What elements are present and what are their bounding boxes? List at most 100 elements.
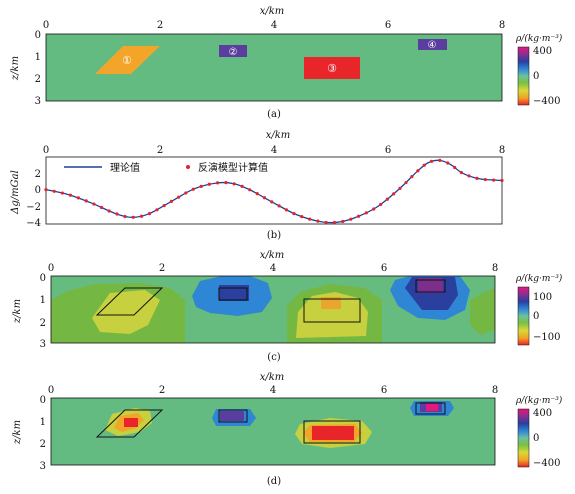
series-point-inversion xyxy=(308,217,312,221)
series-point-inversion xyxy=(107,209,111,213)
panel-c-ylabel: z/km xyxy=(12,299,23,324)
panel-d-ytick: 2 xyxy=(40,439,46,450)
panel-d-xtick: 6 xyxy=(381,385,387,396)
panel-c-ytick: 0 xyxy=(40,273,46,284)
panel-c-ytick: 1 xyxy=(40,295,46,306)
panel-c-outline-4 xyxy=(415,279,446,293)
panel-d-xtick: 0 xyxy=(48,385,54,396)
series-point-inversion xyxy=(248,188,252,192)
panel-b: x/km 0 2 4 6 8 2 0 −2 −4 Δg/mGal 理论值 反演模… xyxy=(10,130,505,241)
panel-c-xtick: 4 xyxy=(270,263,276,274)
series-point-inversion xyxy=(92,202,96,206)
panel-c-outline-3 xyxy=(303,298,361,323)
series-point-inversion xyxy=(270,200,274,204)
panel-c-anom-3 xyxy=(296,292,368,338)
panel-a-yticklabels: 0 1 2 3 xyxy=(35,30,41,107)
panel-c-caption: (c) xyxy=(267,352,281,363)
panel-d-ytick: 3 xyxy=(40,461,46,472)
series-point-inversion xyxy=(84,199,88,203)
series-point-inversion xyxy=(300,215,304,219)
panel-d-caption: (d) xyxy=(267,476,281,487)
panel-d-anom-1-core xyxy=(124,418,138,427)
legend-inversion-swatch xyxy=(186,165,190,169)
series-point-inversion xyxy=(292,211,296,216)
panel-b-xtick: 0 xyxy=(43,145,49,156)
series-point-inversion xyxy=(410,174,414,179)
series-point-inversion xyxy=(177,195,181,199)
body-4-label: ④ xyxy=(428,40,437,51)
panel-d-anom-2-core xyxy=(220,411,244,421)
legend-theory-label: 理论值 xyxy=(110,161,140,174)
panel-c-xticklabels: 0 2 4 6 8 xyxy=(48,263,498,274)
body-2-rect xyxy=(219,45,247,57)
panel-d-anom-3-core xyxy=(312,426,354,440)
series-point-inversion xyxy=(123,214,127,219)
panel-a-ytick: 0 xyxy=(35,30,41,41)
panel-d: x/km 0 2 4 6 8 0 1 2 xyxy=(12,372,563,487)
panel-d-outline-2 xyxy=(218,409,248,423)
panel-b-xlabel: x/km xyxy=(266,130,291,141)
panel-b-ytick: −4 xyxy=(26,218,41,229)
series-point-inversion xyxy=(199,184,203,188)
series-point-inversion xyxy=(155,208,159,212)
panel-c-colorbar-tick: 100 xyxy=(533,292,552,303)
panel-d-yticklabels: 0 1 2 3 xyxy=(40,395,46,472)
panel-a: x/km 0 2 4 6 8 ① ② ③ ④ 0 1 2 3 z/km (a) … xyxy=(10,6,563,120)
panel-d-ytick: 1 xyxy=(40,417,46,428)
series-point-inversion xyxy=(99,205,104,210)
series-point-inversion xyxy=(357,214,361,218)
panel-c-anom-2-core xyxy=(219,285,249,301)
body-1-parallelogram xyxy=(95,46,160,74)
panel-c-xtick: 8 xyxy=(492,263,498,274)
series-point-inversion xyxy=(52,189,56,193)
panel-a-colorbar-title: ρ/(kg·m⁻³) xyxy=(515,33,563,44)
series-point-inversion xyxy=(364,211,368,215)
panel-c-xtick: 6 xyxy=(381,263,387,274)
panel-a-xtick: 8 xyxy=(499,20,505,31)
panel-c-colorbar-tick: 0 xyxy=(533,311,539,322)
panel-d-xticklabels: 0 2 4 6 8 xyxy=(48,385,498,396)
series-point-inversion xyxy=(131,215,135,219)
panel-c-fringe-right xyxy=(470,288,495,335)
panel-c: x/km 0 2 4 6 8 0 1 2 xyxy=(12,250,563,363)
panel-d-outline-4 xyxy=(415,402,446,415)
panel-a-colorbar: ρ/(kg·m⁻³) 400 0 −400 xyxy=(515,33,563,107)
series-point-inversion xyxy=(284,208,289,212)
panel-c-anom-1 xyxy=(92,290,160,334)
panel-b-ylabel: Δg/mGal xyxy=(10,170,21,215)
series-point-inversion xyxy=(191,187,195,191)
panel-c-outline-2 xyxy=(218,287,248,301)
panel-d-colorbar-bar xyxy=(517,408,530,468)
series-point-inversion xyxy=(453,165,457,170)
panel-c-xtick: 2 xyxy=(159,263,165,274)
panel-c-yticklabels: 0 1 2 3 xyxy=(40,273,46,350)
panel-a-xtick: 0 xyxy=(43,20,49,31)
panel-a-caption: (a) xyxy=(267,109,281,120)
panel-c-outline-1 xyxy=(95,287,164,316)
series-point-inversion xyxy=(115,212,119,216)
panel-b-ytick: 2 xyxy=(35,169,41,180)
panel-d-xlabel: x/km xyxy=(260,372,285,383)
panel-c-colorbar-title: ρ/(kg·m⁻³) xyxy=(515,273,563,284)
series-point-inversion xyxy=(232,182,236,186)
panel-b-xtick: 8 xyxy=(499,145,505,156)
series-point-inversion xyxy=(169,199,173,203)
series-point-inversion xyxy=(255,192,259,196)
series-point-inversion xyxy=(416,169,420,173)
panel-b-xtick: 6 xyxy=(385,145,391,156)
panel-d-xtick: 2 xyxy=(159,385,165,396)
series-point-inversion xyxy=(379,202,383,207)
panel-b-xtick: 2 xyxy=(157,145,163,156)
panel-a-ytick: 2 xyxy=(35,74,41,85)
panel-b-ytick: −2 xyxy=(26,202,41,213)
series-point-inversion xyxy=(332,220,337,225)
series-point-inversion xyxy=(385,197,389,201)
panel-b-ytick: 0 xyxy=(35,185,41,196)
panel-a-ytick: 1 xyxy=(35,52,41,63)
panel-d-anom-4-core xyxy=(426,404,438,411)
panel-c-frame xyxy=(50,275,496,344)
panel-a-xlabel: x/km xyxy=(260,6,285,17)
panel-c-xtick: 0 xyxy=(48,263,54,274)
series-point-inversion xyxy=(324,220,328,225)
